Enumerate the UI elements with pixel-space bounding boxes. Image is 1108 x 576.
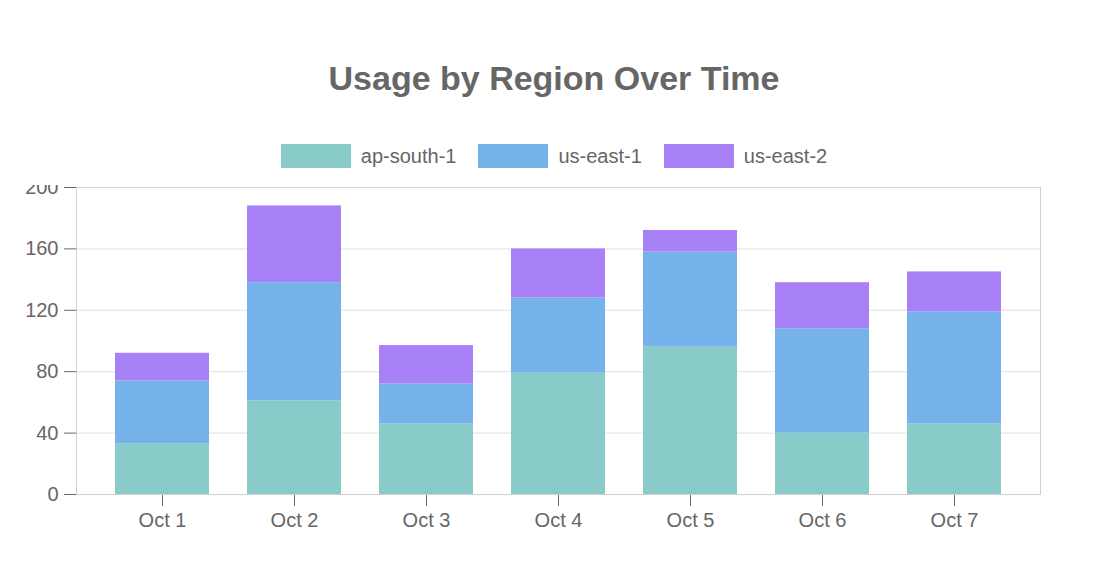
svg-text:Oct 7: Oct 7 [931, 509, 979, 531]
svg-text:Oct 5: Oct 5 [667, 509, 715, 531]
html-text:ap-south-1: ap-south-1 [360, 144, 457, 167]
svg-text:40: 40 [36, 422, 58, 444]
svg-text:120: 120 [25, 299, 58, 321]
svg-text:200: 200 [25, 185, 58, 198]
svg-text:0: 0 [47, 483, 58, 505]
svg-text:Oct 1: Oct 1 [139, 509, 187, 531]
html-text:Usage by Region Over Time: Usage by Region Over Time [328, 59, 780, 97]
svg-text:80: 80 [36, 360, 58, 382]
svg-text:Oct 2: Oct 2 [271, 509, 319, 531]
svg-text:Oct 3: Oct 3 [403, 509, 451, 531]
svg-text:Oct 4: Oct 4 [535, 509, 583, 531]
svg-text:Oct 6: Oct 6 [799, 509, 847, 531]
html-text:us-east-2: us-east-2 [743, 144, 828, 167]
html-text:us-east-1: us-east-1 [558, 144, 642, 167]
svg-text:160: 160 [25, 237, 58, 259]
